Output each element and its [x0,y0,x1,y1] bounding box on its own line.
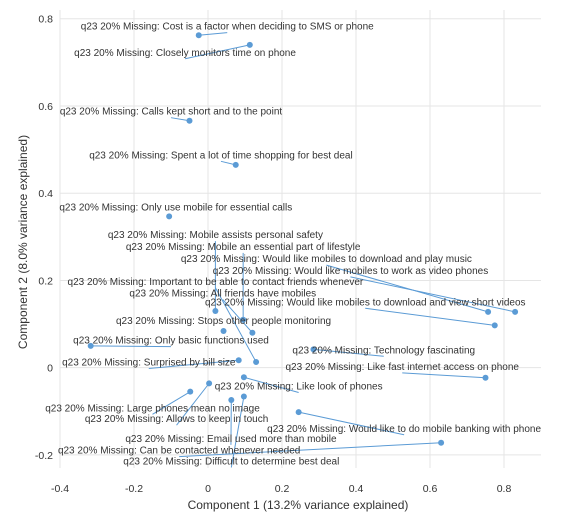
y-tick-label: -0.2 [35,450,53,462]
point-labels: q23 20% Missing: Cost is a factor when d… [45,22,541,468]
data-point [187,389,193,395]
data-point [492,322,498,328]
data-point [228,397,234,403]
label-connector [199,33,227,36]
point-label: q23 20% Missing: Allows to keep in touch [85,414,268,425]
point-label: q23 20% Missing: Large phones mean no im… [45,403,260,414]
data-point [166,213,172,219]
point-label: q23 20% Missing: Email used more than mo… [125,434,337,445]
y-axis-title: Component 2 (8.0% variance explained) [16,135,30,349]
point-label: q23 20% Missing: Would like mobiles to d… [181,254,472,265]
data-point [196,32,202,38]
x-tick-label: 0 [205,483,211,495]
point-label: q23 20% Missing: Cost is a factor when d… [81,22,374,33]
x-tick-label: 0.6 [423,483,438,495]
point-label: q23 20% Missing: Mobile an essential par… [126,242,361,253]
point-label: q23 20% Missing: Important to be able to… [68,277,364,288]
y-tick-label: 0 [47,363,53,375]
label-connector [402,373,485,378]
data-point [483,375,489,381]
data-point [296,409,302,415]
data-point [206,380,212,386]
point-label: q23 20% Missing: Mobile assists personal… [108,230,323,241]
point-label: q23 20% Missing: Can be contacted whenev… [58,446,300,457]
data-point [241,374,247,380]
data-point [221,328,227,334]
data-point [233,162,239,168]
data-point [438,440,444,446]
data-point [512,309,518,315]
point-label: q23 20% Missing: Calls kept short and to… [60,107,283,118]
point-label: q23 20% Missing: Would like mobiles to d… [205,297,526,308]
x-tick-label: -0.2 [125,483,143,495]
point-label: q23 20% Missing: Like look of phones [215,381,383,392]
point-label: q23 20% Missing: Surprised by bill size [62,357,236,368]
data-point [253,359,259,365]
point-label: q23 20% Missing: Technology fascinating [292,345,475,356]
point-label: q23 20% Missing: Would like mobiles to w… [213,266,489,277]
point-label: q23 20% Missing: Stops other people moni… [116,316,331,327]
point-label: q23 20% Missing: Closely monitors time o… [74,48,296,59]
point-label: q23 20% Missing: Only basic functions us… [73,336,269,347]
y-tick-label: 0.6 [38,101,53,113]
y-tick-label: 0.8 [38,14,53,26]
data-point [187,118,193,124]
data-point [212,308,218,314]
x-tick-label: -0.4 [51,483,69,495]
point-label: q23 20% Missing: Only use mobile for ess… [59,203,292,214]
x-axis-title: Component 1 (13.2% variance explained) [188,498,409,512]
point-label: q23 20% Missing: Spent a lot of time sho… [89,150,353,161]
data-point [236,357,242,363]
x-tick-label: 0.4 [349,483,364,495]
y-tick-label: 0.2 [38,275,53,287]
point-label: q23 20% Missing: Difficult to determine … [123,457,339,468]
point-label: q23 20% Missing: Like fast internet acce… [286,362,520,373]
x-tick-label: 0.8 [497,483,512,495]
data-point [241,393,247,399]
data-point [485,309,491,315]
y-tick-label: 0.4 [38,188,53,200]
x-tick-label: 0.2 [275,483,290,495]
